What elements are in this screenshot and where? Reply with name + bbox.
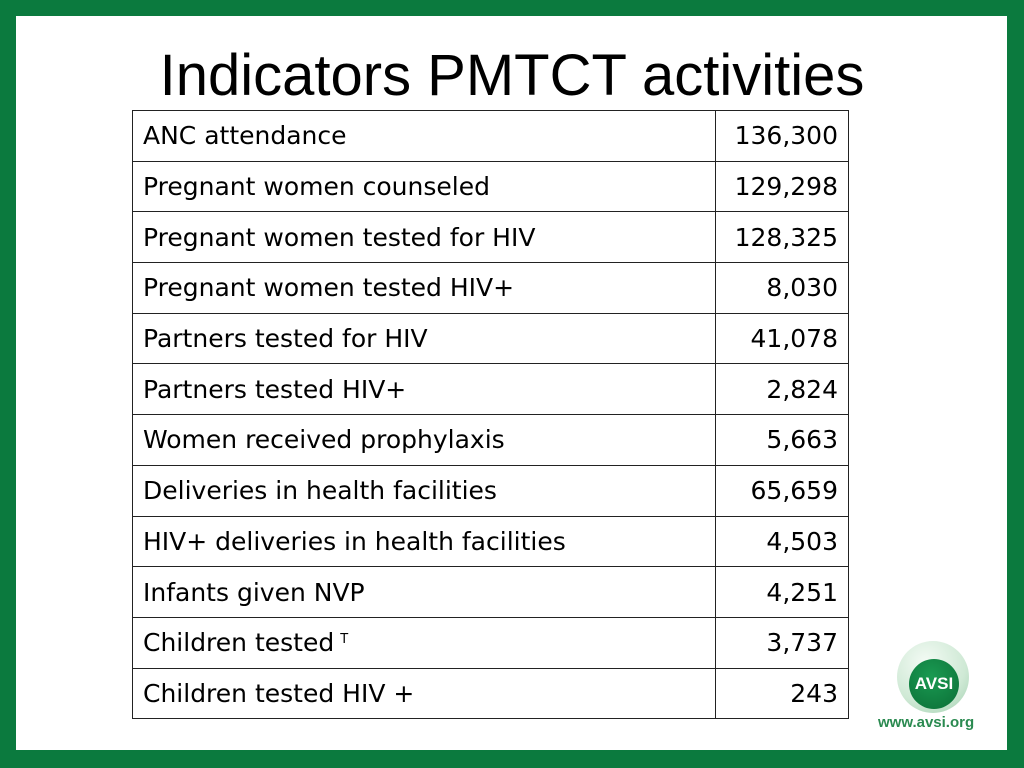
footnote-marker: T — [340, 632, 349, 648]
indicator-label-text: Deliveries in health facilities — [143, 476, 497, 506]
indicator-label-text: Children tested — [143, 628, 335, 658]
table-row: Infants given NVP 4,251 — [132, 566, 849, 618]
avsi-logo-text: AVSI — [909, 659, 959, 709]
table-row: Partners tested for HIV 41,078 — [132, 312, 849, 365]
indicator-label: Partners tested HIV+ — [132, 363, 716, 416]
indicator-label: Children tested T — [132, 616, 716, 669]
indicator-value: 3,737 — [715, 616, 849, 669]
indicator-value: 136,300 — [715, 110, 849, 162]
indicator-label: Pregnant women tested HIV+ — [132, 262, 716, 314]
indicator-label-text: Pregnant women counseled — [143, 172, 490, 202]
table-row: Pregnant women tested for HIV 128,325 — [132, 211, 849, 264]
indicator-label: HIV+ deliveries in health facilities — [132, 515, 716, 568]
indicator-label-text: Pregnant women tested HIV+ — [143, 273, 515, 303]
indicator-label-text: Children tested HIV + — [143, 678, 415, 708]
table-row: Children tested HIV + 243 — [132, 667, 849, 720]
avsi-logo: AVSI — [897, 641, 969, 713]
indicator-label: ANC attendance — [132, 110, 716, 162]
website-url: www.avsi.org — [878, 714, 975, 731]
indicator-value: 41,078 — [715, 312, 849, 365]
table-row: Children tested T 3,737 — [132, 616, 849, 669]
indicator-label-text: Women received prophylaxis — [143, 425, 505, 455]
table-row: ANC attendance 136,300 — [132, 110, 849, 162]
table-row: Deliveries in health facilities 65,659 — [132, 464, 849, 517]
indicator-label-text: Partners tested HIV+ — [143, 374, 407, 404]
indicator-value: 128,325 — [715, 211, 849, 264]
indicator-value: 4,503 — [715, 515, 849, 568]
indicator-value: 5,663 — [715, 414, 849, 466]
indicator-value: 2,824 — [715, 363, 849, 416]
indicator-label: Deliveries in health facilities — [132, 464, 716, 517]
indicator-value: 8,030 — [715, 262, 849, 314]
table-row: Women received prophylaxis 5,663 — [132, 414, 849, 466]
table-row: Pregnant women counseled 129,298 — [132, 160, 849, 213]
indicator-label-text: ANC attendance — [143, 121, 347, 151]
indicator-label-text: HIV+ deliveries in health facilities — [143, 526, 566, 556]
table-row: HIV+ deliveries in health facilities 4,50… — [132, 515, 849, 568]
indicator-label-text: Partners tested for HIV — [143, 324, 428, 354]
indicator-label-text: Infants given NVP — [143, 577, 365, 607]
indicator-label: Pregnant women counseled — [132, 160, 716, 213]
table-row: Partners tested HIV+ 2,824 — [132, 363, 849, 416]
indicator-value: 4,251 — [715, 566, 849, 618]
indicator-label: Women received prophylaxis — [132, 414, 716, 466]
indicator-value: 243 — [715, 667, 849, 720]
indicator-value: 129,298 — [715, 160, 849, 213]
slide-title: Indicators PMTCT activities — [159, 43, 865, 108]
indicators-table: ANC attendance 136,300 Pregnant women coun… — [132, 110, 849, 720]
indicator-label: Children tested HIV + — [132, 667, 716, 720]
indicator-label-text: Pregnant women tested for HIV — [143, 222, 536, 252]
table-row: Pregnant women tested HIV+ 8,030 — [132, 262, 849, 314]
indicator-value: 65,659 — [715, 464, 849, 517]
indicator-label: Partners tested for HIV — [132, 312, 716, 365]
indicator-label: Infants given NVP — [132, 566, 716, 618]
indicator-label: Pregnant women tested for HIV — [132, 211, 716, 264]
